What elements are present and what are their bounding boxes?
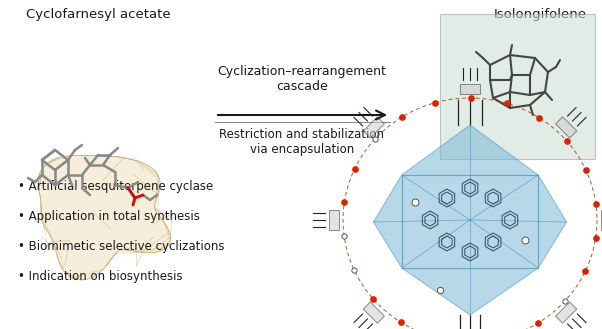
Text: • Artificial sesquiterpene cyclase: • Artificial sesquiterpene cyclase: [18, 180, 213, 193]
Text: Isolongifolene: Isolongifolene: [494, 8, 586, 21]
Polygon shape: [601, 210, 602, 230]
Text: Cyclization–rearrangement
cascade: Cyclization–rearrangement cascade: [217, 65, 386, 93]
Polygon shape: [363, 117, 385, 138]
Polygon shape: [556, 117, 577, 138]
Polygon shape: [373, 125, 566, 315]
FancyBboxPatch shape: [440, 14, 595, 159]
Text: • Indication on biosynthesis: • Indication on biosynthesis: [18, 270, 182, 283]
Polygon shape: [460, 84, 480, 94]
Polygon shape: [39, 156, 170, 280]
Polygon shape: [556, 302, 577, 323]
Text: Restriction and stabilization
via encapsulation: Restriction and stabilization via encaps…: [220, 128, 385, 156]
Text: Cyclofarnesyl acetate: Cyclofarnesyl acetate: [26, 8, 170, 21]
Polygon shape: [329, 210, 339, 230]
Text: • Biomimetic selective cyclizations: • Biomimetic selective cyclizations: [18, 240, 225, 253]
Text: • Application in total synthesis: • Application in total synthesis: [18, 210, 200, 223]
Polygon shape: [363, 302, 385, 323]
